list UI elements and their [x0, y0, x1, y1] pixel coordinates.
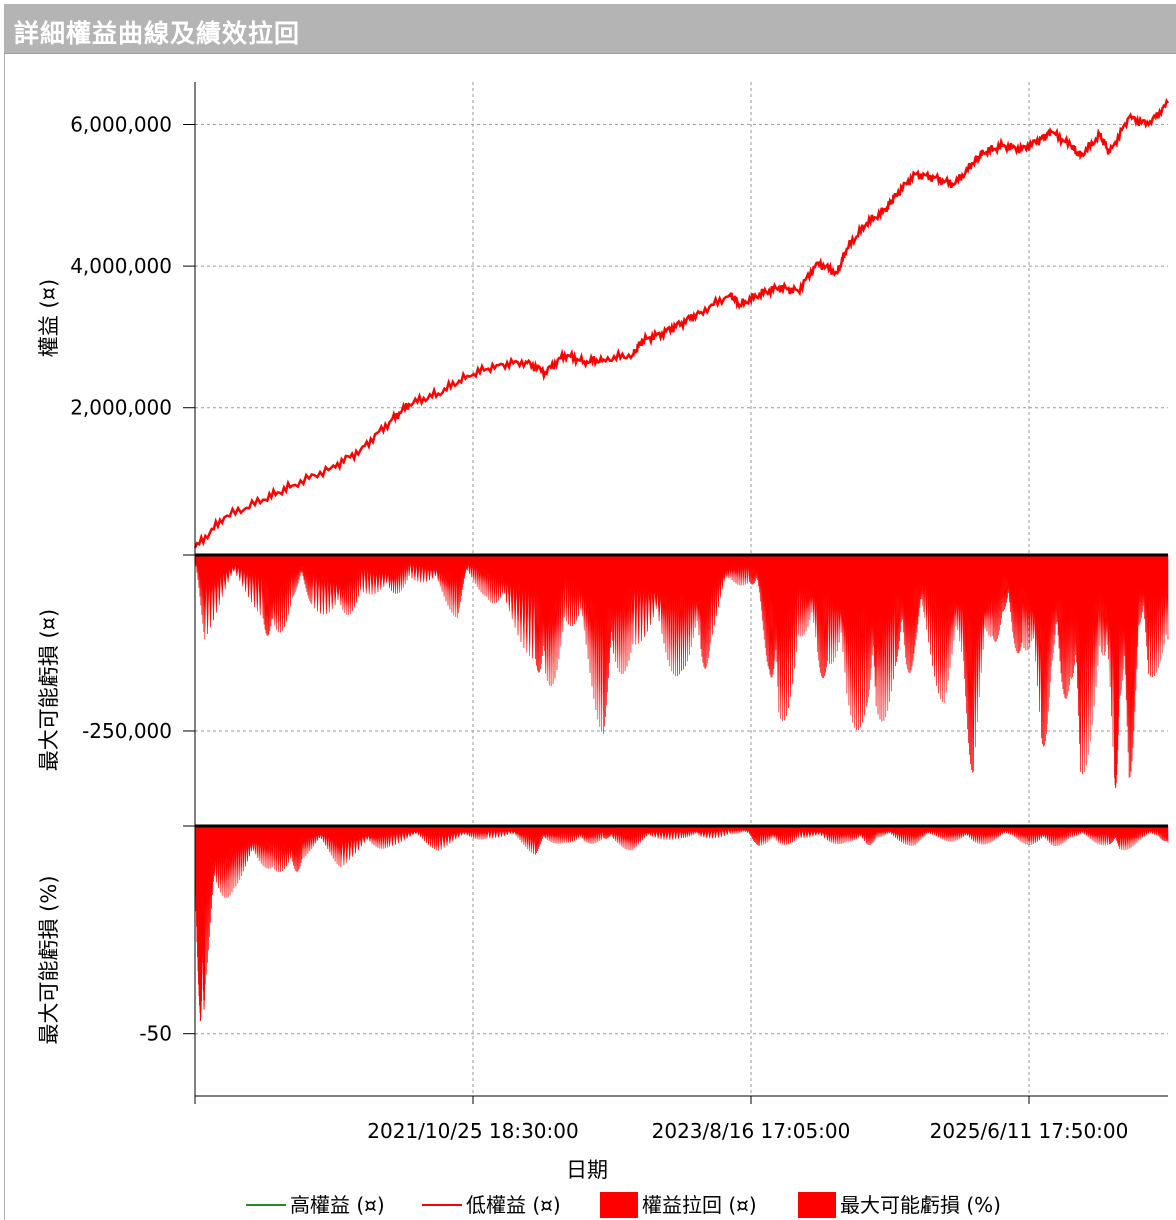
drawdown-area: [194, 554, 1169, 789]
y-tick-label: 4,000,000: [70, 254, 172, 278]
y-tick-label: 2,000,000: [70, 396, 172, 420]
y-axis-label-equity: 權益 (¤): [37, 279, 61, 357]
chart-title: 詳細權益曲線及績效拉回: [14, 19, 301, 48]
x-tick-label: 2021/10/25 18:30:00: [367, 1119, 578, 1143]
series-layer: [193, 97, 1170, 1022]
legend-label: 權益拉回 (¤): [642, 1193, 757, 1217]
drawdown-percent-area: [194, 825, 1169, 1022]
legend: 高權益 (¤) 低權益 (¤) 權益拉回 (¤) 最大可能虧損 (%): [246, 1192, 1001, 1218]
legend-swatch-drawdown-percent: [798, 1192, 836, 1218]
legend-swatch-drawdown: [600, 1192, 638, 1218]
axis-layer: 2,000,000 4,000,000 6,000,000 -250,000 -50: [70, 82, 1168, 1104]
x-axis-label: 日期: [566, 1158, 608, 1182]
y-axis-label-drawdown: 最大可能虧損 (¤): [37, 609, 61, 771]
y-axis-label-drawdown-percent: 最大可能虧損 (%): [37, 875, 61, 1044]
y-tick-label: 6,000,000: [70, 112, 172, 136]
y-tick-label: -50: [139, 1022, 172, 1046]
y-tick-label: -250,000: [82, 719, 172, 743]
legend-label: 最大可能虧損 (%): [840, 1193, 1001, 1217]
equity-line: [193, 97, 1170, 549]
legend-label: 低權益 (¤): [466, 1193, 561, 1217]
x-tick-label: 2023/8/16 17:05:00: [652, 1119, 851, 1143]
legend-label: 高權益 (¤): [290, 1193, 385, 1217]
x-tick-label: 2025/6/11 17:50:00: [930, 1119, 1129, 1143]
chart-title-bar: 詳細權益曲線及績效拉回: [4, 4, 1176, 54]
window-frame-left: [4, 54, 5, 1220]
